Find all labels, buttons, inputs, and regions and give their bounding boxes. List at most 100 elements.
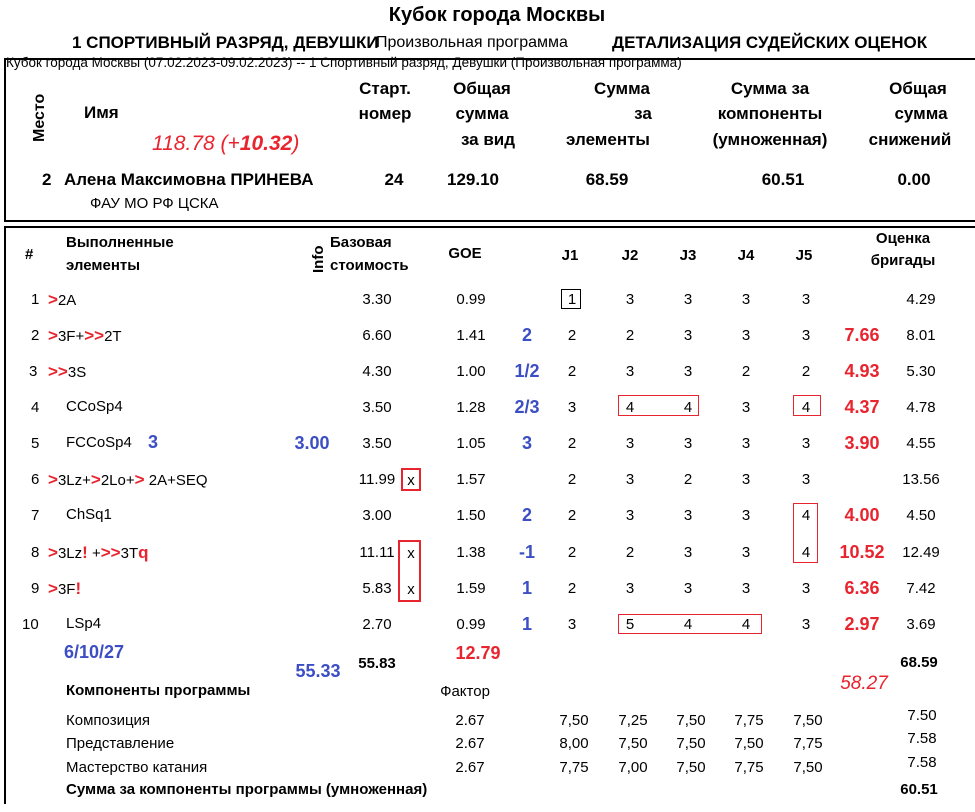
panel-score: 8.01 <box>906 327 936 344</box>
deductions-header-3: снижений <box>868 130 952 149</box>
name-header: Имя <box>84 103 119 122</box>
start-header-2: номер <box>358 104 412 123</box>
judge-score-j2: 3 <box>625 580 635 597</box>
component-score: 7.58 <box>907 730 937 747</box>
highlight-row8-9-x <box>398 540 421 602</box>
score-annotation: 118.78 (+10.32) <box>152 132 300 155</box>
component-j2: 7,50 <box>618 735 648 752</box>
component-j1: 7,50 <box>559 712 589 729</box>
panel-score: 4.55 <box>906 435 936 452</box>
base-value: 3.00 <box>362 507 392 524</box>
component-j2: 7,00 <box>618 759 648 776</box>
base-value: 4.30 <box>362 363 392 380</box>
judge-score-j2: 3 <box>625 435 635 452</box>
component-j1: 7,75 <box>559 759 589 776</box>
judge-score-j4: 3 <box>741 327 751 344</box>
judge-score-j3: 3 <box>683 363 693 380</box>
judge-score-j2: 3 <box>625 507 635 524</box>
component-j2: 7,25 <box>618 712 648 729</box>
highlight-row6-x <box>401 468 421 491</box>
component-j1: 8,00 <box>559 735 589 752</box>
report-title: ДЕТАЛИЗАЦИЯ СУДЕЙСКИХ ОЦЕНОК <box>612 33 928 52</box>
judge-score-j5: 3 <box>801 327 811 344</box>
skater-club: ФАУ МО РФ ЦСКА <box>90 195 219 212</box>
element-code: >3F! <box>48 579 82 598</box>
skater-elements-total: 68.59 <box>585 170 629 189</box>
component-factor: 2.67 <box>455 712 485 729</box>
judge-score-j2: 3 <box>625 291 635 308</box>
components-header-1: Сумма за <box>730 79 810 98</box>
element-note: 3 <box>148 432 159 452</box>
total-header-3: за вид <box>460 130 516 149</box>
start-header-1: Старт. <box>359 79 411 98</box>
calc-score: 7.66 <box>844 325 880 345</box>
judge-score-j1: 2 <box>567 507 577 524</box>
judge-score-j1: 2 <box>567 471 577 488</box>
judge-score-j3: 3 <box>683 580 693 597</box>
program-title: Произвольная программа <box>376 34 568 51</box>
components-header-2: компоненты <box>717 104 823 123</box>
base-value: 3.50 <box>362 435 392 452</box>
component-name: Представление <box>66 735 175 752</box>
judge-score-j5: 3 <box>801 616 811 633</box>
skater-place: 2 <box>42 170 52 189</box>
skater-start-number: 24 <box>384 170 404 189</box>
element-code: >3Lz! +>>3Tq <box>48 543 149 562</box>
elements-header-line2: элементы <box>66 257 141 274</box>
component-name: Композиция <box>66 712 151 729</box>
judge-score-j4: 2 <box>741 363 751 380</box>
judge-score-j5: 4 <box>801 544 811 561</box>
calc-score: 4.93 <box>844 361 880 381</box>
panel-score: 4.29 <box>906 291 936 308</box>
judge-score-j1: 2 <box>567 580 577 597</box>
base-value: 6.60 <box>362 327 392 344</box>
judge-score-j4: 3 <box>741 580 751 597</box>
panel-score: 5.30 <box>906 363 936 380</box>
base-value: 5.83 <box>362 580 392 597</box>
elements-header-2: за <box>634 104 652 123</box>
highlight-row10-j2-j4 <box>618 614 762 634</box>
element-code: LSp4 <box>66 615 102 632</box>
judge-score-j5: 3 <box>801 580 811 597</box>
over-half-mark: x <box>407 472 415 489</box>
component-j4: 7,75 <box>734 712 764 729</box>
element-code: >2A <box>48 290 77 309</box>
row-number: 3 <box>29 363 38 380</box>
j2-header: J2 <box>621 247 639 264</box>
goe-header: GOE <box>448 245 482 262</box>
judge-score-j4: 3 <box>741 471 751 488</box>
skater-components-total: 60.51 <box>761 170 805 189</box>
panel-header-line2: бригады <box>870 252 936 269</box>
element-code: FCCoSp4 <box>66 434 132 451</box>
elements-table <box>4 226 975 804</box>
panel-score: 7.42 <box>906 580 936 597</box>
components-note: 58.27 <box>840 673 888 694</box>
base-header-line2: стоимость <box>330 257 409 274</box>
num-header: # <box>25 246 34 263</box>
judge-score-j1: 3 <box>567 616 577 633</box>
goe-value: 0.99 <box>456 291 486 308</box>
judge-score-j5: 2 <box>801 363 811 380</box>
components-total-label: Сумма за компоненты программы (умноженна… <box>66 781 428 798</box>
row-number: 2 <box>31 327 40 344</box>
skater-total: 129.10 <box>447 170 499 189</box>
judge-score-j5: 4 <box>801 399 811 416</box>
judge-score-j2: 3 <box>625 471 635 488</box>
judge-score-j1: 2 <box>567 544 577 561</box>
component-j4: 7,50 <box>734 735 764 752</box>
judge-note: -1 <box>518 542 536 562</box>
component-name: Мастерство катания <box>66 759 208 776</box>
info-header: Info <box>310 245 327 274</box>
goe-value: 0.99 <box>456 616 486 633</box>
base-value: 3.50 <box>362 399 392 416</box>
judge-score-j3: 2 <box>683 471 693 488</box>
elements-header-1: Сумма <box>594 79 650 98</box>
judge-note: 2/3 <box>514 397 540 417</box>
goe-value: 1.50 <box>456 507 486 524</box>
skater-summary-box <box>4 58 975 222</box>
deductions-header-1: Общая <box>889 79 947 98</box>
row-number: 1 <box>31 291 40 308</box>
components-total: 60.51 <box>900 781 938 798</box>
levels-note: 6/10/27 <box>64 642 125 662</box>
row-number: 7 <box>31 507 40 524</box>
